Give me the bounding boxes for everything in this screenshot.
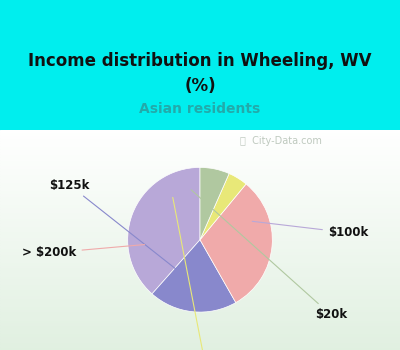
Bar bbox=[0, 275, 400, 278]
Bar bbox=[0, 281, 400, 284]
Bar bbox=[0, 234, 400, 237]
Bar bbox=[0, 328, 400, 331]
Text: Income distribution in Wheeling, WV: Income distribution in Wheeling, WV bbox=[28, 52, 372, 70]
Wedge shape bbox=[200, 167, 229, 240]
Bar bbox=[0, 334, 400, 336]
Bar bbox=[0, 220, 400, 223]
Bar bbox=[0, 160, 400, 162]
Bar bbox=[0, 259, 400, 262]
Text: $20k: $20k bbox=[191, 190, 347, 321]
Bar bbox=[0, 206, 400, 209]
Bar bbox=[0, 256, 400, 259]
Bar bbox=[0, 300, 400, 303]
Bar bbox=[0, 325, 400, 328]
Bar bbox=[0, 339, 400, 342]
Bar bbox=[0, 152, 400, 154]
Bar bbox=[0, 292, 400, 295]
Bar bbox=[0, 251, 400, 253]
Wedge shape bbox=[200, 174, 246, 240]
Bar bbox=[0, 226, 400, 229]
Bar bbox=[0, 306, 400, 309]
Bar bbox=[0, 243, 400, 245]
Text: $100k: $100k bbox=[252, 221, 368, 239]
Bar bbox=[0, 273, 400, 275]
Text: (%): (%) bbox=[184, 77, 216, 95]
Bar bbox=[0, 229, 400, 231]
Bar bbox=[0, 212, 400, 215]
Bar bbox=[0, 174, 400, 176]
Bar bbox=[0, 146, 400, 149]
Wedge shape bbox=[152, 240, 236, 312]
Bar bbox=[0, 262, 400, 265]
Text: Asian residents: Asian residents bbox=[139, 102, 261, 116]
Bar bbox=[0, 298, 400, 300]
Bar bbox=[0, 320, 400, 322]
Bar bbox=[0, 312, 400, 314]
Bar bbox=[0, 176, 400, 179]
Bar bbox=[0, 182, 400, 185]
Text: > $200k: > $200k bbox=[22, 245, 144, 259]
Bar bbox=[0, 278, 400, 281]
Bar bbox=[0, 287, 400, 289]
Bar bbox=[0, 248, 400, 251]
Bar bbox=[0, 270, 400, 273]
Bar bbox=[0, 196, 400, 198]
Bar bbox=[0, 303, 400, 306]
Bar bbox=[0, 237, 400, 240]
Bar bbox=[0, 309, 400, 312]
Bar bbox=[0, 347, 400, 350]
Bar bbox=[0, 171, 400, 174]
Bar bbox=[0, 342, 400, 344]
Bar bbox=[0, 245, 400, 248]
Bar bbox=[0, 231, 400, 234]
Text: $200k: $200k bbox=[173, 197, 227, 350]
Bar bbox=[0, 240, 400, 243]
Bar bbox=[0, 140, 400, 143]
Wedge shape bbox=[200, 184, 272, 303]
Bar bbox=[0, 135, 400, 138]
Bar bbox=[0, 336, 400, 339]
Bar bbox=[0, 154, 400, 157]
Bar bbox=[0, 157, 400, 160]
Bar bbox=[0, 162, 400, 165]
Bar bbox=[0, 265, 400, 267]
Text: ⓘ  City-Data.com: ⓘ City-Data.com bbox=[240, 136, 322, 147]
Bar bbox=[0, 168, 400, 171]
Bar bbox=[0, 295, 400, 298]
Bar bbox=[0, 187, 400, 190]
Bar bbox=[0, 201, 400, 204]
Bar bbox=[0, 204, 400, 206]
Bar bbox=[0, 223, 400, 226]
Bar bbox=[0, 253, 400, 256]
Bar bbox=[0, 322, 400, 325]
Bar bbox=[0, 317, 400, 320]
Bar bbox=[0, 132, 400, 135]
Bar bbox=[0, 267, 400, 270]
Bar bbox=[0, 344, 400, 347]
Bar bbox=[0, 185, 400, 187]
Bar bbox=[0, 138, 400, 140]
Bar bbox=[0, 143, 400, 146]
Bar bbox=[0, 314, 400, 317]
Bar bbox=[0, 284, 400, 287]
Bar bbox=[0, 198, 400, 201]
Text: $125k: $125k bbox=[49, 178, 203, 290]
Bar bbox=[0, 289, 400, 292]
Bar bbox=[0, 215, 400, 218]
Bar bbox=[0, 331, 400, 334]
Bar bbox=[0, 130, 400, 132]
Bar bbox=[0, 209, 400, 212]
Wedge shape bbox=[128, 167, 200, 294]
Bar bbox=[0, 179, 400, 182]
Bar bbox=[0, 193, 400, 196]
Bar bbox=[0, 218, 400, 220]
Bar bbox=[0, 165, 400, 168]
Bar bbox=[0, 190, 400, 193]
Bar bbox=[0, 149, 400, 152]
